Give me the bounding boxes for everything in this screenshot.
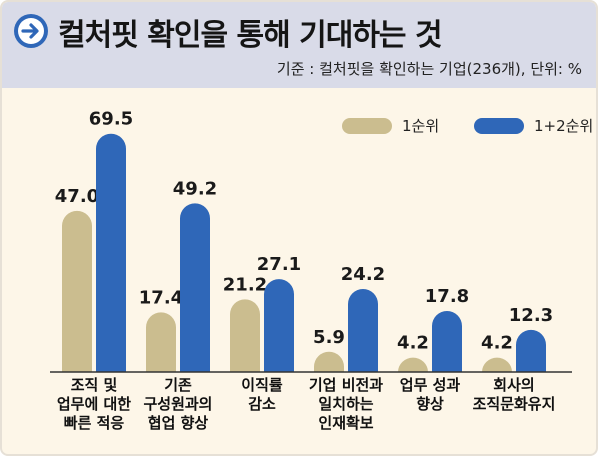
data-label-series2-1: 49.2 bbox=[173, 178, 217, 199]
bar-series2-5 bbox=[516, 329, 546, 372]
category-label-line: 업무에 대한 bbox=[56, 395, 132, 413]
category-label-4: 업무 성과 향상 bbox=[382, 376, 478, 414]
category-label-line: 조직문화유지 bbox=[472, 395, 556, 413]
legend-swatch-series1 bbox=[342, 118, 392, 134]
bar-series1-1 bbox=[146, 312, 176, 372]
bar-series2-3 bbox=[348, 289, 378, 372]
arrow-right-circle-icon bbox=[14, 14, 48, 48]
chart-subtitle: 기준 : 컬처핏을 확인하는 기업(236개), 단위: % bbox=[276, 60, 582, 78]
legend-swatch-series2 bbox=[474, 118, 524, 134]
bar-series1-2 bbox=[230, 299, 260, 372]
legend-label-series1: 1순위 bbox=[402, 117, 440, 135]
category-label-line: 향상 bbox=[416, 395, 444, 413]
category-label-line: 조직 및 bbox=[70, 376, 118, 394]
category-label-5: 회사의 조직문화유지 bbox=[466, 376, 562, 414]
data-label-series1-3: 5.9 bbox=[313, 327, 345, 348]
category-label-1: 기존 구성원과의 협업 향상 bbox=[130, 376, 226, 433]
data-label-series1-2: 21.2 bbox=[223, 274, 267, 295]
bar-series2-2 bbox=[264, 279, 294, 372]
bar-series2-0 bbox=[96, 133, 127, 372]
category-label-line: 빠른 적응 bbox=[63, 414, 125, 432]
bar-series2-1 bbox=[180, 203, 210, 372]
category-label-line: 기존 bbox=[164, 376, 192, 394]
category-label-line: 업무 성과 bbox=[399, 376, 461, 394]
data-label-series1-5: 4.2 bbox=[481, 333, 513, 354]
category-label-2: 이직률 감소 bbox=[214, 376, 310, 414]
bar-series2-4 bbox=[432, 310, 462, 372]
category-label-line: 기업 비전과 bbox=[308, 376, 384, 394]
bar-series1-0 bbox=[62, 210, 92, 372]
data-label-series1-4: 4.2 bbox=[397, 333, 429, 354]
bar-series1-3 bbox=[314, 351, 344, 372]
category-label-line: 감소 bbox=[248, 395, 276, 413]
category-label-0: 조직 및 업무에 대한 빠른 적응 bbox=[46, 376, 142, 433]
bar-series1-4 bbox=[398, 357, 428, 372]
category-label-line: 구성원과의 bbox=[143, 395, 213, 413]
data-label-series1-0: 47.0 bbox=[55, 186, 99, 207]
data-label-series2-5: 12.3 bbox=[509, 305, 553, 326]
category-label-line: 일치하는 bbox=[318, 395, 374, 413]
chart-header: 컬처핏 확인을 통해 기대하는 것 기준 : 컬처핏을 확인하는 기업(236개… bbox=[2, 2, 596, 88]
data-label-series2-0: 69.5 bbox=[89, 109, 133, 130]
category-label-line: 협업 향상 bbox=[147, 414, 209, 432]
data-label-series2-4: 17.8 bbox=[425, 286, 469, 307]
category-label-line: 인재확보 bbox=[318, 414, 374, 432]
bar-series1-5 bbox=[482, 357, 512, 372]
data-label-series2-2: 27.1 bbox=[257, 254, 301, 275]
category-label-3: 기업 비전과 일치하는 인재확보 bbox=[298, 376, 394, 433]
data-label-series2-3: 24.2 bbox=[341, 264, 385, 285]
legend-label-series2: 1+2순위 bbox=[534, 117, 594, 135]
category-label-line: 이직률 bbox=[241, 376, 283, 394]
data-label-series1-1: 17.4 bbox=[139, 287, 183, 308]
category-label-line: 회사의 bbox=[493, 376, 535, 394]
chart-title: 컬처핏 확인을 통해 기대하는 것 bbox=[58, 18, 443, 53]
